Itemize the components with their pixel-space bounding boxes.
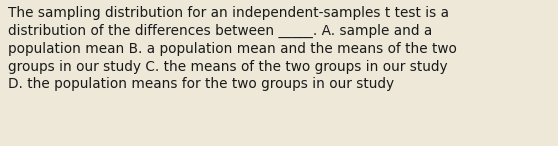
Text: The sampling distribution for an independent-samples t test is a
distribution of: The sampling distribution for an indepen… [8,6,456,91]
